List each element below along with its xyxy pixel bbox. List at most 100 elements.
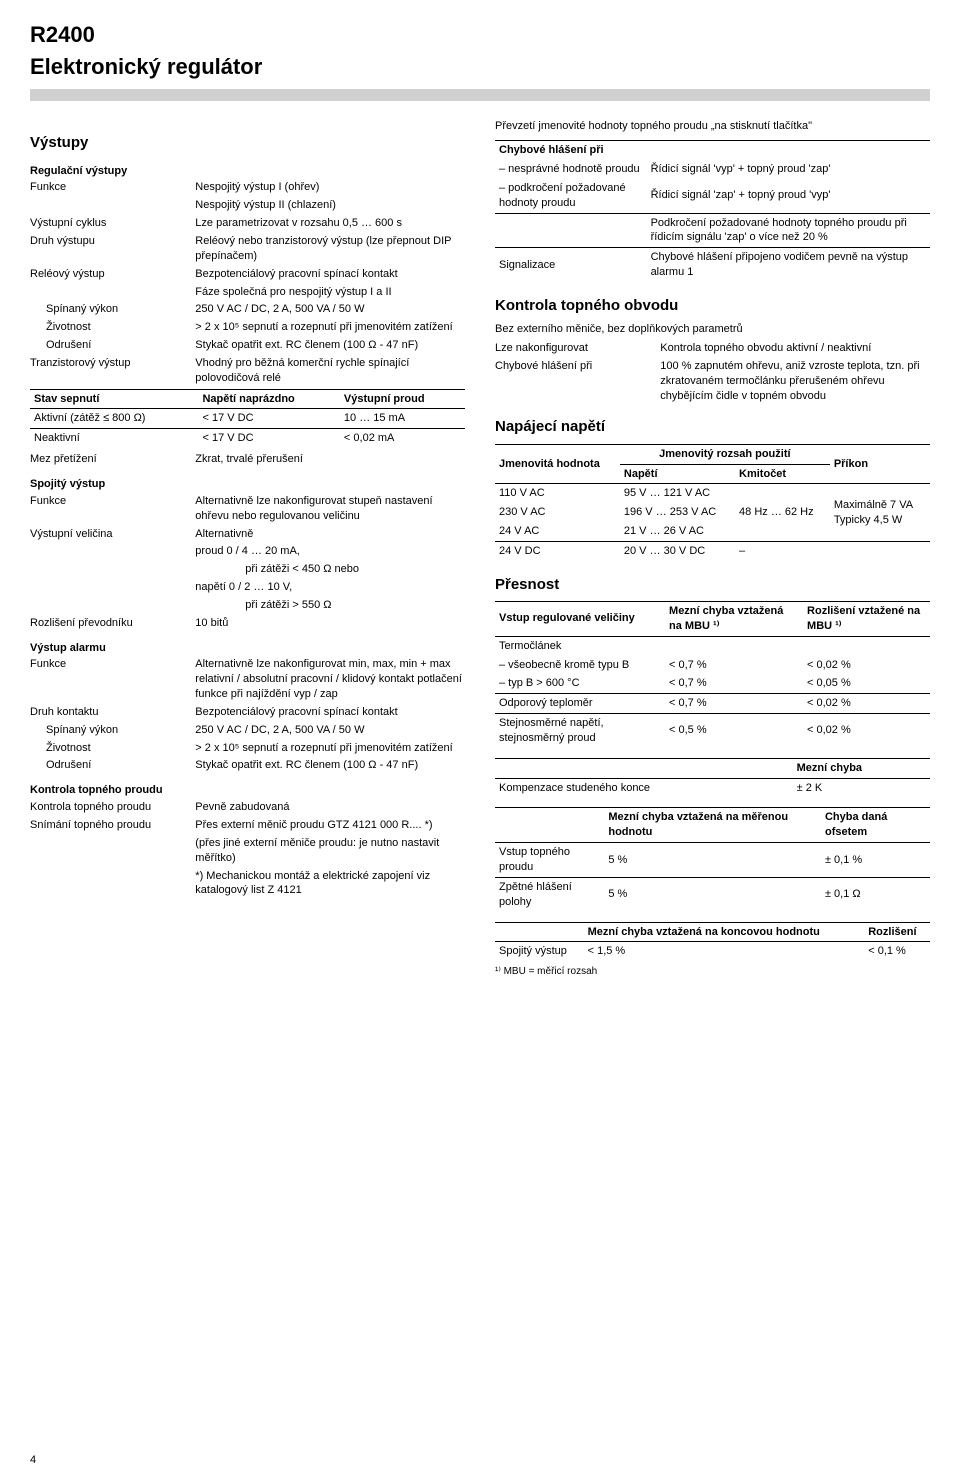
cell: 48 Hz … 62 Hz	[735, 484, 830, 542]
cell: Neaktivní	[30, 429, 198, 448]
cell: < 0,02 %	[803, 656, 930, 675]
table-presnost-2: Mezní chybaKompenzace studeného konce± 2…	[495, 758, 930, 798]
cell: < 0,02 %	[803, 694, 930, 714]
cell: Zpětné hlášení polohy	[495, 877, 604, 911]
cell: Termočlánek	[495, 636, 665, 655]
value: proud 0 / 4 … 20 mA,	[195, 544, 465, 559]
kv-row: Tranzistorový výstupVhodný pro běžná kom…	[30, 356, 465, 386]
label: Výstupní cyklus	[30, 216, 195, 231]
col-header: Chyba daná ofsetem	[821, 808, 930, 843]
cell: Vstup topného proudu	[495, 843, 604, 878]
label: Funkce	[30, 180, 195, 195]
cell: Signalizace	[495, 248, 647, 282]
col-header: Jmenovitý rozsah použití	[620, 444, 830, 464]
kv-row: Spínaný výkon250 V AC / DC, 2 A, 500 VA …	[30, 723, 465, 738]
cell: < 17 V DC	[198, 409, 339, 429]
cell: 196 V … 253 V AC	[620, 503, 735, 522]
cell: < 0,1 %	[864, 942, 930, 961]
value: Přes externí měnič proudu GTZ 4121 000 R…	[195, 818, 465, 833]
cell: – nesprávné hodnotě proudu	[495, 160, 647, 179]
label: Spínaný výkon	[30, 302, 195, 317]
label: Životnost	[30, 741, 195, 756]
rows-regulacni: FunkceNespojitý výstup I (ohřev)Nespojit…	[30, 180, 465, 385]
value: Nespojitý výstup I (ohřev)	[195, 180, 465, 195]
table-stav-sepnuti: Stav sepnutíNapětí naprázdnoVýstupní pro…	[30, 389, 465, 449]
label	[30, 285, 195, 300]
cell: Řídicí signál 'zap' + topný proud 'vyp'	[647, 179, 930, 213]
col-header: Mezní chyba vztažená na koncovou hodnotu	[584, 922, 865, 942]
value: při zátěži > 550 Ω	[195, 598, 465, 613]
main-columns: Výstupy Regulační výstupy FunkceNespojit…	[30, 119, 930, 978]
kv-row: při zátěži > 550 Ω	[30, 598, 465, 613]
value: Alternativně	[195, 527, 465, 542]
value: *) Mechanickou montáž a elektrické zapoj…	[195, 869, 465, 899]
value: Bezpotenciálový pracovní spínací kontakt	[195, 705, 465, 720]
left-column: Výstupy Regulační výstupy FunkceNespojit…	[30, 119, 465, 978]
value: 10 bitů	[195, 616, 465, 631]
label: Rozlišení převodníku	[30, 616, 195, 631]
value: (přes jiné externí měniče proudu: je nut…	[195, 836, 465, 866]
kv-row: FunkceNespojitý výstup I (ohřev)	[30, 180, 465, 195]
cell: 5 %	[604, 843, 821, 878]
kv-row: Chybové hlášení při100 % zapnutém ohřevu…	[495, 359, 930, 404]
cell: 20 V … 30 V DC	[620, 541, 735, 560]
cell	[665, 636, 803, 655]
row-mez: Mez přetížení Zkrat, trvalé přerušení	[30, 452, 465, 467]
value: Zkrat, trvalé přerušení	[195, 452, 465, 467]
kv-row: Spínaný výkon250 V AC / DC, 2 A, 500 VA …	[30, 302, 465, 317]
label: Reléový výstup	[30, 267, 195, 282]
value: Lze parametrizovat v rozsahu 0,5 … 600 s	[195, 216, 465, 231]
cell: Kompenzace studeného konce	[495, 778, 793, 797]
model-heading: R2400	[30, 20, 930, 50]
col-header: Mezní chyba	[793, 758, 930, 778]
label: Snímání topného proudu	[30, 818, 195, 833]
section-napajeci: Napájecí napětí	[495, 417, 930, 437]
value: napětí 0 / 2 … 10 V,	[195, 580, 465, 595]
col-header	[647, 141, 930, 160]
kv-row: OdrušeníStykač opatřit ext. RC členem (1…	[30, 758, 465, 773]
cell: Maximálně 7 VATypicky 4,5 W	[830, 484, 930, 542]
cell: < 0,7 %	[665, 694, 803, 714]
label: Druh kontaktu	[30, 705, 195, 720]
col-header: Mezní chyba vztažená na měřenou hodnotu	[604, 808, 821, 843]
subsection-regulacni: Regulační výstupy	[30, 164, 465, 179]
col-header: Mezní chyba vztažená na MBU ¹⁾	[665, 602, 803, 637]
cell: –	[735, 541, 830, 560]
col-header	[495, 922, 584, 942]
value: Stykač opatřit ext. RC členem (100 Ω - 4…	[195, 338, 465, 353]
value: > 2 x 10⁵ sepnutí a rozepnutí při jmenov…	[195, 320, 465, 335]
kv-row: FunkceAlternativně lze nakonfigurovat st…	[30, 494, 465, 524]
value: 250 V AC / DC, 2 A, 500 VA / 50 W	[195, 723, 465, 738]
section-kontrola-obvodu: Kontrola topného obvodu	[495, 296, 930, 316]
kv-row: Výstupní veličinaAlternativně	[30, 527, 465, 542]
label	[30, 562, 195, 577]
subtitle-heading: Elektronický regulátor	[30, 52, 930, 82]
kv-row: Životnost> 2 x 10⁵ sepnutí a rozepnutí p…	[30, 320, 465, 335]
col-header: Jmenovitá hodnota	[495, 444, 620, 484]
label: Kontrola topného proudu	[30, 800, 195, 815]
kontrola-subtext: Bez externího měniče, bez doplňkových pa…	[495, 322, 930, 337]
col-header	[495, 758, 793, 778]
label: Chybové hlášení při	[495, 359, 660, 404]
label: Spínaný výkon	[30, 723, 195, 738]
value: Alternativně lze nakonfigurovat stupeň n…	[195, 494, 465, 524]
kv-row: při zátěži < 450 Ω nebo	[30, 562, 465, 577]
cell: 5 %	[604, 877, 821, 911]
col-header: Napětí	[620, 464, 735, 484]
value: 250 V AC / DC, 2 A, 500 VA / 50 W	[195, 302, 465, 317]
label	[30, 198, 195, 213]
cell: < 17 V DC	[198, 429, 339, 448]
kv-row: (přes jiné externí měniče proudu: je nut…	[30, 836, 465, 866]
cell: – typ B > 600 °C	[495, 674, 665, 693]
value: při zátěži < 450 Ω nebo	[195, 562, 465, 577]
page-number: 4	[30, 1453, 36, 1468]
value: Nespojitý výstup II (chlazení)	[195, 198, 465, 213]
value: Stykač opatřit ext. RC členem (100 Ω - 4…	[195, 758, 465, 773]
value: Bezpotenciálový pracovní spínací kontakt	[195, 267, 465, 282]
cell: Aktivní (zátěž ≤ 800 Ω)	[30, 409, 198, 429]
col-header: Stav sepnutí	[30, 389, 198, 409]
label	[30, 869, 195, 899]
cell: 24 V DC	[495, 541, 620, 560]
col-header: Kmitočet	[735, 464, 830, 484]
cell: 110 V AC	[495, 484, 620, 503]
